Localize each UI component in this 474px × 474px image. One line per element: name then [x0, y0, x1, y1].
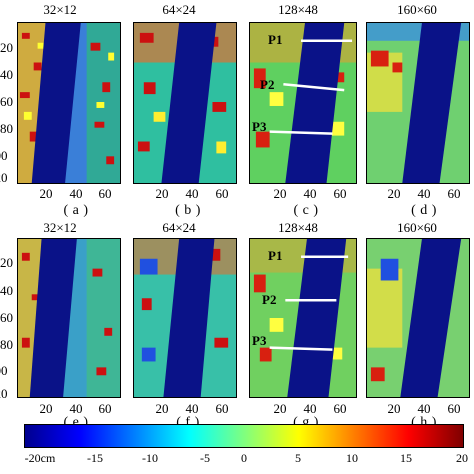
- ytick-top-60: 60: [0, 94, 13, 109]
- xtick-c-20: 20: [273, 186, 287, 201]
- panel-title-b: 64×24: [162, 2, 196, 17]
- panel-label-a: ( a ): [63, 203, 89, 218]
- xtick-h-20: 20: [387, 401, 401, 416]
- xtick-e-20: 20: [39, 401, 53, 416]
- panel-title-a: 32×12: [43, 2, 77, 17]
- ytick-bottom-80: 80: [0, 337, 13, 352]
- profile-label-p3-top: P3: [252, 119, 267, 134]
- ytick-bottom-40: 40: [0, 283, 13, 298]
- profile-label-p3-bottom: P3: [252, 333, 267, 348]
- ytick-top-40: 40: [0, 67, 13, 82]
- xtick-d-20: 20: [387, 186, 401, 201]
- panel-title-g: 128×48: [278, 220, 318, 235]
- xtick-f-20: 20: [155, 401, 169, 416]
- panel-label-c: ( c ): [293, 203, 319, 218]
- xtick-c-60: 60: [333, 186, 347, 201]
- xtick-e-60: 60: [98, 401, 112, 416]
- colorbar-label-8: 20: [456, 451, 468, 465]
- colorbar-label-4: 0: [241, 451, 247, 465]
- xtick-f-40: 40: [185, 401, 199, 416]
- xtick-h-40: 40: [417, 401, 431, 416]
- panel-title-f: 64×24: [162, 220, 196, 235]
- ytick-bottom-20: 20: [0, 255, 13, 270]
- colorbar-label-1: -15: [87, 451, 103, 465]
- xtick-b-20: 20: [155, 186, 169, 201]
- xtick-e-40: 40: [69, 401, 83, 416]
- colorbar-label-3: -5: [200, 451, 210, 465]
- xtick-b-40: 40: [185, 186, 199, 201]
- xtick-f-60: 60: [215, 401, 229, 416]
- panel-title-h: 160×60: [397, 220, 437, 235]
- xtick-g-60: 60: [333, 401, 347, 416]
- map-panel-b: [133, 22, 237, 184]
- ytick-top-80: 80: [0, 121, 13, 136]
- xtick-d-40: 40: [417, 186, 431, 201]
- xtick-c-40: 40: [303, 186, 317, 201]
- panel-label-b: ( b ): [175, 203, 201, 218]
- colorbar-label-5: 5: [295, 451, 301, 465]
- xtick-d-60: 60: [447, 186, 461, 201]
- ytick-top-120: 120: [0, 170, 8, 185]
- xtick-g-20: 20: [273, 401, 287, 416]
- panel-title-c: 128×48: [278, 2, 318, 17]
- xtick-h-60: 60: [447, 401, 461, 416]
- ytick-bottom-60: 60: [0, 310, 13, 325]
- panel-title-e: 32×12: [43, 220, 77, 235]
- profile-label-p1-top: P1: [268, 32, 283, 47]
- panel-title-d: 160×60: [397, 2, 437, 17]
- map-panel-g: [249, 238, 357, 398]
- colorbar-label-6: 10: [346, 451, 358, 465]
- ytick-bottom-100: 100: [0, 363, 8, 378]
- profile-label-p2-bottom: P2: [262, 292, 277, 307]
- map-panel-d: [366, 22, 470, 184]
- map-panel-e: [17, 238, 121, 398]
- colorbar-label-2: -10: [142, 451, 158, 465]
- map-panel-h: [366, 238, 470, 398]
- colorbar-label-7: 15: [400, 451, 412, 465]
- xtick-a-20: 20: [39, 186, 53, 201]
- ytick-top-100: 100: [0, 148, 8, 163]
- profile-label-p1-bottom: P1: [268, 248, 283, 263]
- ytick-bottom-120: 120: [0, 386, 8, 401]
- xtick-b-60: 60: [215, 186, 229, 201]
- ytick-top-20: 20: [0, 40, 13, 55]
- colorbar-label-0: -20cm: [24, 451, 56, 465]
- map-panel-a: [17, 22, 121, 184]
- colorbar: [24, 424, 464, 448]
- xtick-a-40: 40: [69, 186, 83, 201]
- xtick-g-40: 40: [303, 401, 317, 416]
- profile-label-p2-top: P2: [260, 77, 275, 92]
- map-panel-c: [249, 22, 357, 184]
- map-panel-f: [133, 238, 237, 398]
- xtick-a-60: 60: [98, 186, 112, 201]
- panel-label-d: ( d ): [411, 203, 437, 218]
